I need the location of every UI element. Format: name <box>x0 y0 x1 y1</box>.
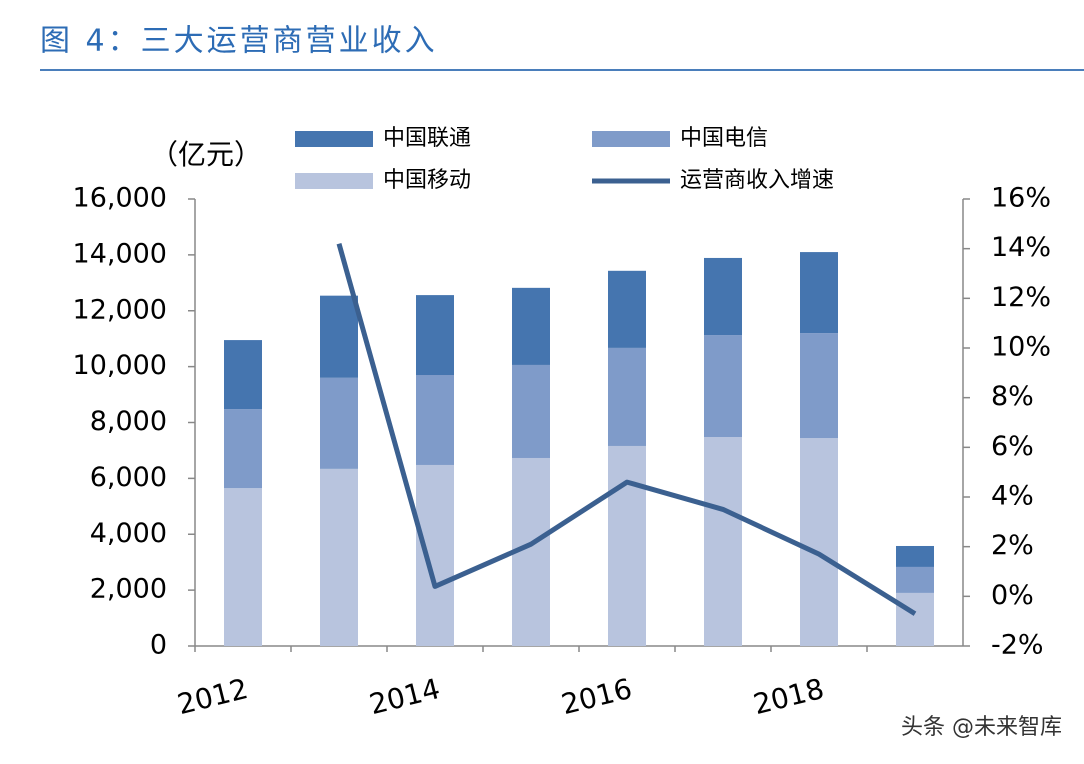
y2-tick-label: 16% <box>991 183 1051 214</box>
y-axis-label: （亿元） <box>150 138 262 171</box>
x-tick-label: 2018 <box>750 672 827 721</box>
bar-segment <box>512 287 550 365</box>
y2-tick-label: 4% <box>991 481 1034 512</box>
y-tick-label: 0 <box>150 630 167 661</box>
y-tick-label: 8,000 <box>90 406 167 437</box>
watermark: 头条 @未来智库 <box>901 715 1062 740</box>
bar-segment <box>800 333 838 439</box>
bar-segment <box>224 409 262 489</box>
y-tick-label: 6,000 <box>90 462 167 493</box>
y2-tick-label: 0% <box>991 580 1034 611</box>
legend-label: 中国联通 <box>383 126 471 151</box>
legend-label: 中国电信 <box>680 126 768 151</box>
bar-segment <box>320 468 358 646</box>
y2-tick-label: 14% <box>991 232 1051 263</box>
x-tick-label: 2016 <box>558 672 635 721</box>
y-tick-label: 2,000 <box>90 574 167 605</box>
y2-tick-label: -2% <box>991 630 1044 661</box>
bar-segment <box>416 375 454 465</box>
x-tick-label: 2012 <box>174 672 251 721</box>
bar-segment <box>704 257 742 336</box>
bar-segment <box>416 464 454 646</box>
chart-title: 图 4：三大运营商营业收入 <box>40 24 438 59</box>
y2-tick-label: 2% <box>991 530 1034 561</box>
bar-segment <box>800 438 838 646</box>
bar-segment <box>608 270 646 348</box>
y-tick-label: 14,000 <box>73 238 167 269</box>
bar-segment <box>704 335 742 438</box>
y-tick-label: 10,000 <box>73 350 167 381</box>
y-tick-label: 4,000 <box>90 518 167 549</box>
y-tick-label: 16,000 <box>73 183 167 214</box>
x-tick-label: 2014 <box>366 672 443 721</box>
legend-label: 中国移动 <box>383 168 471 193</box>
y2-tick-label: 12% <box>991 282 1051 313</box>
bar-segment <box>224 340 262 410</box>
bar-segment <box>896 566 934 593</box>
bar-segment <box>896 545 934 567</box>
y-tick-label: 12,000 <box>73 294 167 325</box>
bar-segment <box>608 445 646 646</box>
bar-segment <box>320 377 358 469</box>
legend-swatch <box>592 131 670 147</box>
legend-swatch <box>295 131 373 147</box>
y2-tick-label: 6% <box>991 431 1034 462</box>
legend-swatch <box>295 173 373 189</box>
bar-segment <box>704 437 742 646</box>
legend-label: 运营商收入增速 <box>680 168 834 193</box>
bar-segment <box>608 347 646 446</box>
bar-segment <box>416 295 454 376</box>
bar-segment <box>224 488 262 646</box>
y2-tick-label: 8% <box>991 381 1034 412</box>
bar-segment <box>800 252 838 334</box>
bar-segment <box>512 364 550 458</box>
bar-segment <box>320 295 358 378</box>
bar-segment <box>896 592 934 646</box>
growth-line <box>336 243 917 616</box>
y2-tick-label: 10% <box>991 332 1051 363</box>
